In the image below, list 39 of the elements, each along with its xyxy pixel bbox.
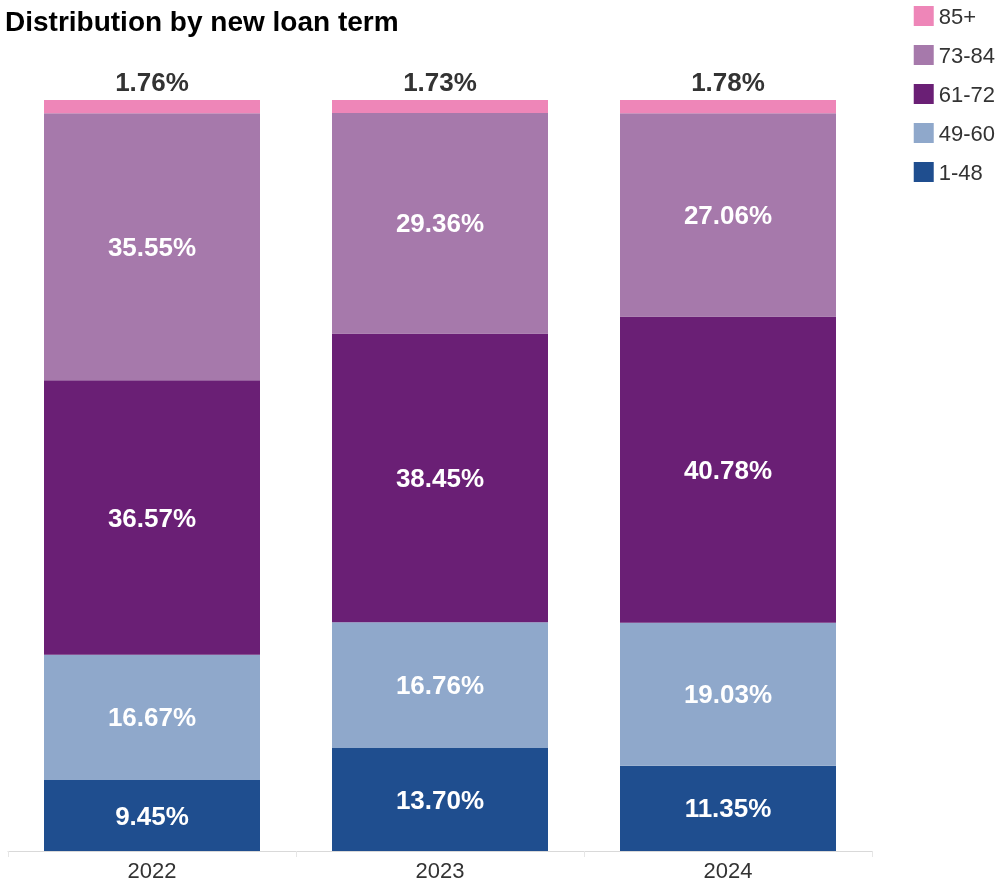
chart-title: Distribution by new loan term <box>5 5 399 37</box>
data-label: 16.76% <box>395 670 485 701</box>
data-label: 9.45% <box>115 800 189 831</box>
data-label: 1.73% <box>403 67 477 97</box>
bar <box>620 100 836 114</box>
bar <box>44 113 260 381</box>
data-label: 29.36% <box>395 208 485 239</box>
bar <box>620 622 836 766</box>
legend-label: 73-84 <box>938 42 996 68</box>
bar <box>44 780 260 851</box>
bar <box>620 765 836 851</box>
bar <box>332 333 548 623</box>
data-label: 16.67% <box>107 702 197 733</box>
bar <box>332 748 548 851</box>
data-label: 13.70% <box>395 784 485 815</box>
data-label: 38.45% <box>395 462 485 493</box>
bar <box>332 100 548 113</box>
bar <box>44 380 260 655</box>
bar <box>44 100 260 114</box>
data-label: 11.35% <box>684 793 772 824</box>
bar <box>332 112 548 334</box>
data-label: 35.55% <box>107 231 197 262</box>
data-label: 19.03% <box>683 679 773 710</box>
data-label: 27.06% <box>683 199 773 230</box>
x-tick-label: 2023 <box>415 857 465 883</box>
legend-label: 1-48 <box>938 159 983 185</box>
x-tick-label: 2022 <box>127 857 177 883</box>
bar <box>620 113 836 317</box>
legend-label: 49-60 <box>938 120 996 146</box>
bar <box>332 622 548 749</box>
data-label: 1.78% <box>691 67 765 97</box>
legend-label: 61-72 <box>938 81 996 107</box>
bar <box>620 316 836 623</box>
legend-label: 85+ <box>938 3 977 29</box>
bar <box>44 654 260 781</box>
data-label: 40.78% <box>683 454 773 485</box>
data-label: 1.76% <box>115 67 189 97</box>
data-label: 36.57% <box>107 502 197 533</box>
x-tick-label: 2024 <box>703 857 753 883</box>
